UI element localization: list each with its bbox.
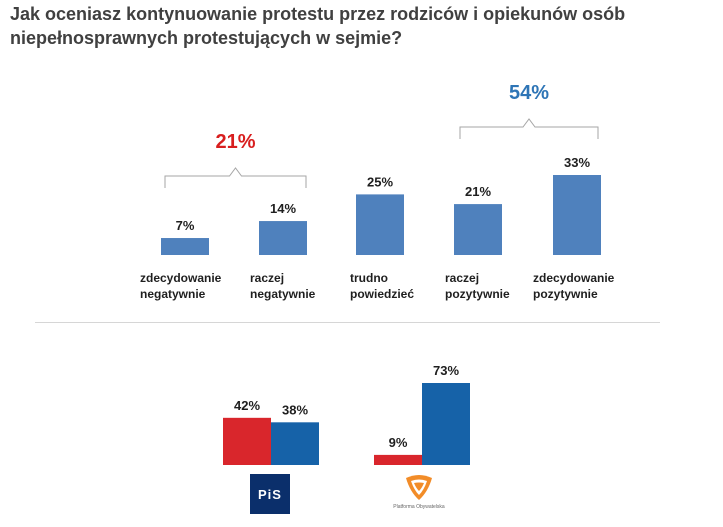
bar-2 [356, 194, 404, 255]
category-label-1-line-1: negatywnie [250, 287, 316, 301]
bar-value-label-3: 21% [465, 184, 491, 199]
category-label-4: zdecydowanie pozytywnie [533, 270, 614, 302]
po-bird-icon [406, 475, 432, 500]
negative-bracket [164, 167, 307, 188]
party-bar-1-1 [422, 383, 470, 465]
positive-total-label: 54% [509, 82, 549, 104]
bar-1 [259, 221, 307, 255]
category-label-0: zdecydowanie negatywnie [140, 270, 221, 302]
category-label-2-line-0: trudno [350, 271, 388, 285]
bar-0 [161, 238, 209, 255]
party-bar-0-0 [223, 417, 271, 465]
bar-value-label-0: 7% [176, 218, 195, 233]
chart-title: Jak oceniasz kontynuowanie protestu prze… [10, 2, 710, 50]
po-logo-text: Platforma Obywatelska [393, 504, 445, 510]
category-label-0-line-1: negatywnie [140, 287, 206, 301]
bar-value-label-4: 33% [564, 155, 590, 170]
negative-total-label: 21% [215, 131, 255, 153]
category-label-3-line-0: raczej [445, 271, 480, 285]
party-bar-value-1-1: 73% [433, 363, 459, 378]
category-label-3: raczej pozytywnie [445, 270, 510, 302]
category-label-1-line-0: raczej [250, 271, 285, 285]
category-label-4-line-1: pozytywnie [533, 287, 598, 301]
category-label-2-line-1: powiedzieć [350, 287, 415, 301]
category-label-0-line-0: zdecydowanie [140, 271, 222, 285]
bar-3 [454, 204, 502, 255]
party-bar-value-1-0: 9% [389, 435, 408, 450]
party-bar-0-1 [271, 422, 319, 465]
chart-title-line1: Jak oceniasz kontynuowanie protestu prze… [10, 4, 626, 24]
bar-4 [553, 175, 601, 255]
pis-logo: PiS [250, 474, 290, 514]
category-label-4-line-0: zdecydowanie [533, 271, 615, 285]
divider [35, 322, 660, 323]
chart-title-line2: niepełnosprawnych protestujących w sejmi… [10, 28, 403, 48]
category-label-2: trudno powiedzieć [350, 270, 414, 302]
category-label-3-line-1: pozytywnie [445, 287, 510, 301]
party-bar-1-0 [374, 454, 422, 465]
positive-bracket [459, 118, 599, 139]
party-bar-value-0-0: 42% [234, 398, 260, 413]
bar-value-label-1: 14% [270, 201, 296, 216]
party-bar-value-0-1: 38% [282, 402, 308, 417]
category-label-1: raczej negatywnie [250, 270, 315, 302]
bar-value-label-2: 25% [367, 174, 393, 189]
po-logo: Platforma Obywatelska [392, 470, 446, 524]
